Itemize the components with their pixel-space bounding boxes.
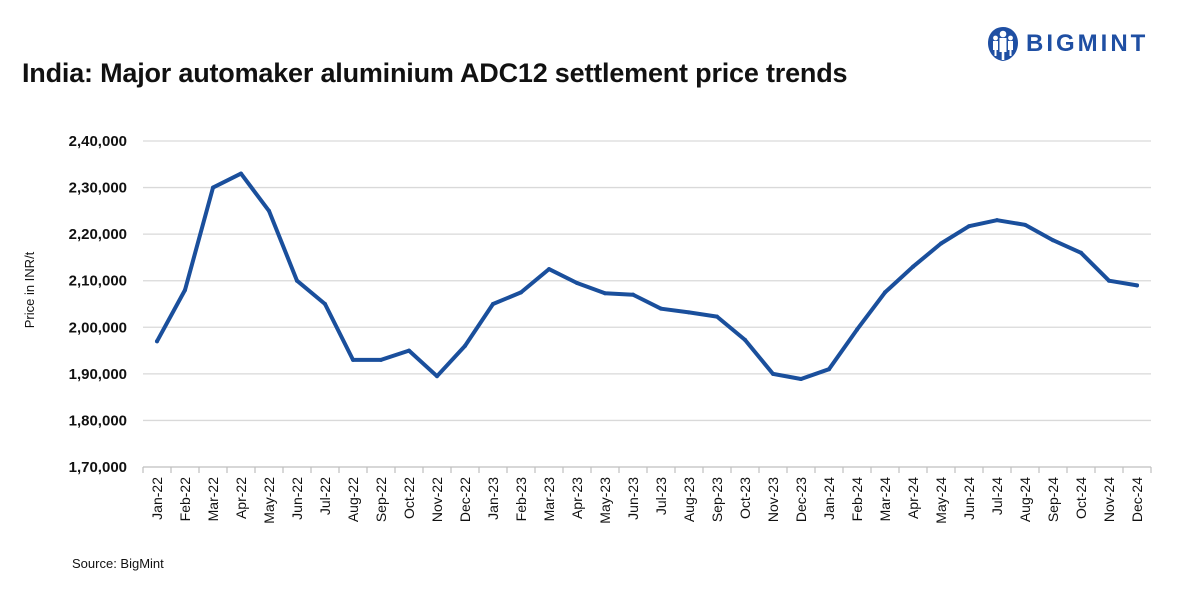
people-logo-icon: [988, 27, 1018, 61]
data-point: [575, 281, 579, 286]
data-point: [1079, 250, 1083, 255]
series-layer: [155, 171, 1139, 381]
x-tick-label: Nov-22: [429, 477, 445, 522]
data-point: [687, 310, 691, 315]
x-tick-label: Nov-23: [765, 477, 781, 522]
x-tick-label: Mar-23: [541, 477, 557, 522]
y-tick-label: 1,70,000: [69, 459, 127, 476]
x-tick-label: Sep-24: [1045, 477, 1061, 522]
x-tick-label: Aug-22: [345, 477, 361, 522]
brand-logo: BIGMINT: [986, 26, 1148, 62]
data-point: [295, 278, 299, 283]
data-point: [183, 288, 187, 293]
data-point: [155, 339, 159, 344]
data-point: [939, 241, 943, 246]
data-point: [519, 290, 523, 295]
y-tick-label: 2,10,000: [69, 273, 127, 290]
data-point: [239, 171, 243, 176]
x-tick-label: Aug-23: [681, 477, 697, 522]
series-line: [155, 171, 1139, 381]
x-tick-label: Jun-22: [289, 477, 305, 520]
data-point: [883, 290, 887, 295]
x-tick-label: Dec-23: [793, 477, 809, 522]
data-point: [659, 306, 663, 311]
data-point: [463, 343, 467, 348]
data-point: [1051, 238, 1055, 243]
x-tick-label: Dec-24: [1129, 477, 1145, 522]
y-tick-labels: 1,70,000 1,80,000 1,90,000 2,00,000 2,10,000…: [69, 133, 127, 476]
x-tick-label: Dec-22: [457, 477, 473, 522]
y-tick-label: 2,00,000: [69, 319, 127, 336]
x-tick-label: Jul-23: [653, 477, 669, 515]
x-tick-label: Jan-23: [485, 477, 501, 520]
data-point: [491, 302, 495, 306]
data-point: [323, 302, 327, 306]
source-note: Source: BigMint: [72, 556, 164, 571]
data-point: [1023, 222, 1027, 227]
x-tick-label: Mar-24: [877, 477, 893, 522]
data-point: [603, 291, 607, 296]
x-tick-label: Feb-23: [513, 477, 529, 522]
x-tick-label: Jul-22: [317, 477, 333, 515]
data-point: [743, 337, 747, 342]
data-point: [855, 327, 859, 332]
y-tick-label: 1,90,000: [69, 366, 127, 383]
data-point: [967, 224, 971, 229]
data-point: [379, 357, 383, 362]
data-point: [911, 264, 915, 269]
data-point: [631, 292, 635, 297]
x-tick-label: Jun-23: [625, 477, 641, 520]
x-tick-label: Apr-24: [905, 477, 921, 519]
x-tick-label: Sep-23: [709, 477, 725, 522]
x-tick-label: May-24: [933, 477, 949, 524]
data-point: [1135, 283, 1139, 288]
x-tick-label: Aug-24: [1017, 477, 1033, 522]
data-point: [799, 376, 803, 381]
data-point: [715, 314, 719, 319]
data-point: [771, 371, 775, 376]
axes: [142, 466, 1152, 473]
y-tick-label: 2,30,000: [69, 180, 127, 197]
x-tick-label: Oct-23: [737, 477, 753, 519]
data-point: [267, 208, 271, 213]
x-tick-label: May-22: [261, 477, 277, 524]
x-tick-label: Jan-22: [149, 477, 165, 520]
x-tick-labels: Jan-22 Feb-22 Mar-22 Apr-22 May-22 Jun-22 Jul-…: [149, 477, 1145, 524]
y-tick-label: 1,80,000: [69, 412, 127, 429]
data-point: [407, 348, 411, 353]
y-axis-label: Price in INR/t: [22, 251, 37, 328]
x-tick-label: Jun-24: [961, 477, 977, 520]
x-tick-label: Oct-24: [1073, 477, 1089, 519]
data-point: [435, 374, 439, 379]
chart-title: India: Major automaker aluminium ADC12 s…: [22, 58, 848, 88]
y-tick-label: 2,20,000: [69, 226, 127, 243]
x-tick-label: Jan-24: [821, 477, 837, 520]
x-tick-label: Feb-22: [177, 477, 193, 522]
gridlines: [143, 140, 1151, 422]
brand-name: BIGMINT: [1026, 30, 1149, 57]
x-tick-label: Sep-22: [373, 477, 389, 522]
x-tick-label: Apr-22: [233, 477, 249, 519]
data-point: [827, 367, 831, 372]
data-point: [1107, 278, 1111, 283]
data-point: [547, 267, 551, 272]
data-point: [351, 357, 355, 362]
x-tick-label: May-23: [597, 477, 613, 524]
data-point: [995, 218, 999, 223]
y-tick-label: 2,40,000: [69, 133, 127, 150]
x-tick-label: Nov-24: [1101, 477, 1117, 522]
x-tick-label: Mar-22: [205, 477, 221, 522]
data-point: [211, 185, 215, 190]
x-tick-label: Jul-24: [989, 477, 1005, 515]
x-tick-label: Apr-23: [569, 477, 585, 519]
x-tick-label: Feb-24: [849, 477, 865, 522]
x-tick-label: Oct-22: [401, 477, 417, 519]
